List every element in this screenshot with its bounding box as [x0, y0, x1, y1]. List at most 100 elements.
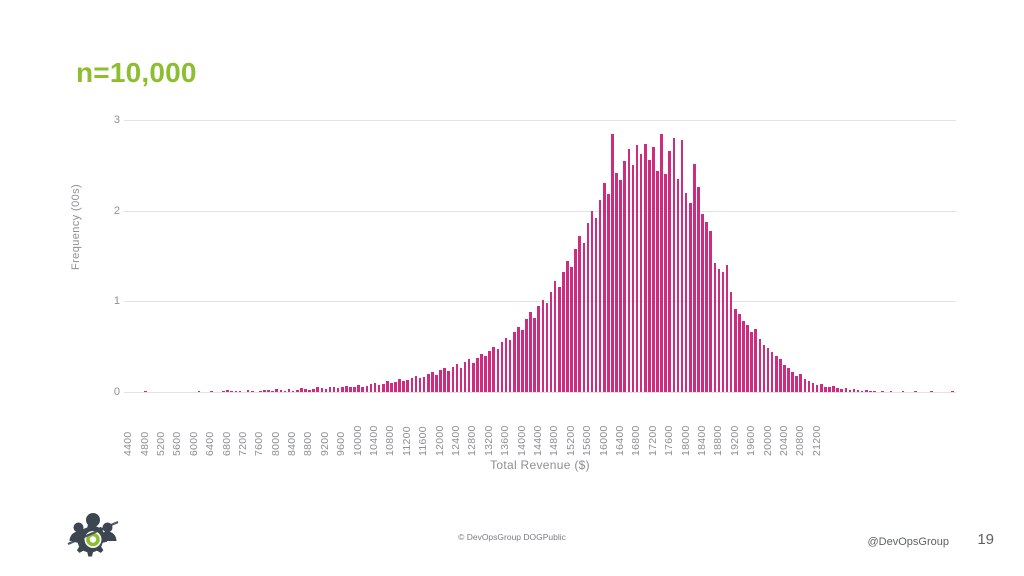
x-tick-label: 14400: [532, 425, 544, 456]
histogram-bar: [304, 389, 307, 392]
histogram-bar: [738, 314, 741, 392]
histogram-bar: [807, 381, 811, 392]
histogram-bar: [443, 368, 446, 392]
histogram-bar: [275, 389, 279, 392]
histogram-bar: [267, 390, 270, 392]
x-axis-title: Total Revenue ($): [490, 458, 590, 472]
histogram-bar: [320, 388, 324, 392]
histogram-bar: [586, 223, 590, 392]
histogram-bar: [537, 305, 541, 392]
histogram-bar: [643, 143, 647, 392]
histogram-bar: [615, 172, 618, 392]
y-axis-ticks: 0 1 2 3: [76, 114, 120, 398]
histogram-bar: [582, 243, 586, 392]
histogram-bar: [848, 390, 852, 392]
histogram-bar: [680, 139, 684, 392]
histogram-bar: [230, 391, 234, 392]
histogram-bar: [226, 390, 229, 392]
histogram-bar: [602, 183, 606, 392]
x-tick-label: 9600: [335, 431, 348, 456]
plot-area: [124, 120, 956, 393]
x-tick-label: 14800: [548, 425, 561, 456]
x-tick-label: 16400: [613, 425, 626, 456]
histogram-bar: [209, 391, 213, 392]
histogram-bar: [271, 391, 274, 392]
histogram-bar: [648, 159, 651, 392]
histogram-bar: [435, 374, 438, 392]
histogram-bar: [770, 352, 774, 392]
histogram-bar: [631, 165, 635, 392]
footer-social-handle: @DevOpsGroup: [867, 536, 949, 548]
x-tick-label: 16000: [597, 425, 610, 456]
histogram-bar: [766, 348, 770, 392]
histogram-bar: [676, 178, 680, 392]
histogram-bar: [881, 391, 884, 392]
histogram-bar: [914, 391, 917, 392]
histogram-bar: [828, 387, 831, 392]
histogram-bar: [901, 391, 905, 392]
x-tick-label: 17600: [663, 425, 676, 456]
histogram-bar: [328, 387, 332, 392]
histogram-bar: [394, 382, 397, 392]
histogram-bar: [856, 390, 860, 392]
histogram-bar: [815, 384, 819, 392]
x-axis-ticks: 4400 4800 5200 5600 6000 6400 6800 7200 7600 8000…: [122, 394, 956, 456]
histogram-bar: [562, 272, 565, 392]
histogram-bar: [484, 355, 487, 392]
histogram-bar: [410, 377, 414, 392]
x-tick-label: 12000: [433, 425, 446, 456]
histogram-bar: [721, 272, 725, 392]
y-tick-label: 0: [113, 386, 120, 398]
x-tick-label: 8400: [286, 431, 299, 456]
histogram-bar: [864, 390, 868, 392]
x-tick-label: 6400: [204, 431, 217, 456]
x-tick-label: 19200: [728, 425, 741, 456]
histogram-bar: [488, 351, 491, 392]
histogram-bar: [836, 388, 839, 392]
page-number: 19: [977, 531, 994, 548]
histogram-bar: [300, 388, 303, 392]
x-tick-label: 10400: [368, 425, 381, 456]
histogram-bar: [869, 391, 872, 392]
histogram-bar: [783, 364, 786, 392]
histogram-bar: [316, 387, 319, 392]
histogram-bar: [725, 265, 729, 392]
histogram-bar: [447, 371, 450, 392]
histogram-bar: [672, 138, 676, 392]
x-tick-label: 6800: [220, 431, 233, 456]
page-title: n=10,000: [76, 57, 197, 88]
x-tick-label: 7600: [253, 431, 266, 456]
histogram-bar: [660, 133, 663, 392]
histogram-bar: [832, 385, 835, 392]
histogram-bar: [774, 355, 778, 392]
histogram-bar: [664, 174, 667, 392]
histogram-bar: [463, 362, 467, 392]
histogram-bar: [598, 199, 602, 392]
histogram-bar: [324, 389, 328, 392]
histogram-bar: [455, 363, 459, 392]
x-tick-label: 6000: [187, 431, 200, 456]
x-tick-label: 12400: [450, 425, 463, 456]
histogram-bar: [402, 381, 405, 392]
histogram-bar: [222, 391, 225, 392]
x-tick-label: 10000: [351, 425, 364, 456]
histogram-bar: [439, 370, 442, 392]
histogram-bar: [480, 353, 483, 392]
gridline: [124, 301, 956, 303]
histogram-bar: [607, 194, 610, 392]
histogram-bar: [521, 330, 524, 392]
histogram-bar: [549, 292, 553, 392]
histogram-bar: [332, 386, 336, 392]
histogram-bar: [574, 248, 577, 392]
x-tick-label: 10800: [384, 425, 397, 456]
histogram-bar: [390, 382, 393, 392]
devopsgroup-logo-icon: [64, 508, 122, 564]
histogram-bar: [386, 381, 389, 392]
histogram-bar: [398, 379, 401, 392]
x-tick-label: 13200: [482, 425, 495, 456]
histogram-bar: [742, 321, 745, 392]
x-tick-label: 8800: [302, 431, 315, 456]
x-tick-label: 13600: [499, 425, 512, 456]
